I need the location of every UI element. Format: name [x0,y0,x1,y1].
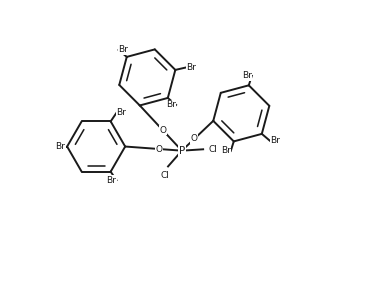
Text: Br: Br [186,63,196,72]
Text: O: O [191,134,198,143]
Text: Br: Br [107,176,116,185]
Text: O: O [160,126,166,135]
Text: Br: Br [55,142,65,151]
Text: O: O [156,144,163,153]
Text: Br: Br [119,45,128,54]
Text: P: P [179,146,185,156]
Text: Br: Br [221,146,231,155]
Text: Br: Br [166,100,176,109]
Text: Cl: Cl [161,171,170,180]
Text: Br: Br [270,136,280,145]
Text: Br: Br [116,108,126,117]
Text: Br: Br [242,71,252,80]
Text: Cl: Cl [208,145,217,154]
